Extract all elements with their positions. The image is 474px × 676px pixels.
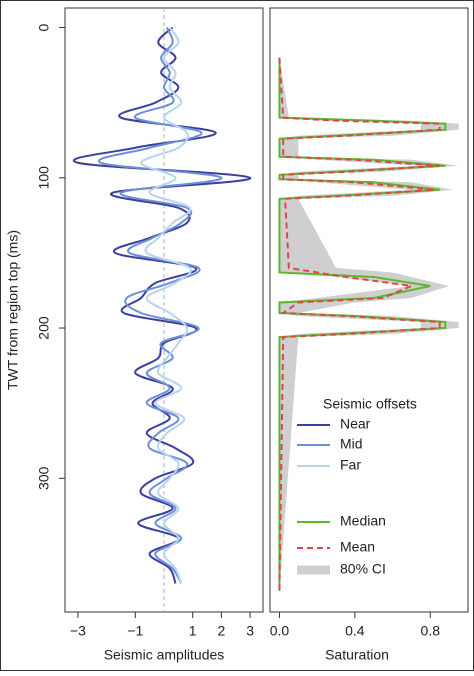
y-tick-label: 200 (36, 316, 52, 340)
legend-label: Mean (340, 539, 375, 555)
series-line (97, 27, 223, 584)
x-tick-label: 2 (217, 623, 225, 639)
legend-title: Seismic offsets (323, 396, 417, 412)
panel-right (269, 7, 469, 613)
x-tick-label: −1 (127, 623, 143, 639)
y-tick-label: 0 (36, 23, 52, 31)
x-tick-label: 1 (189, 623, 197, 639)
series-line (278, 57, 441, 591)
x-tick-label: 0.4 (345, 623, 365, 639)
x-tick-label: 3 (246, 623, 254, 639)
legend-label: 80% CI (340, 561, 386, 577)
y-tick-label: 300 (36, 466, 52, 490)
y-tick-label: 100 (36, 166, 52, 190)
legend-label: Near (340, 416, 371, 432)
x-tick-label: −3 (70, 623, 86, 639)
legend-label: Mid (340, 436, 363, 452)
x-axis-label: Seismic amplitudes (104, 647, 225, 663)
y-axis-label: TWT from region top (ms) (5, 230, 21, 390)
series-line (140, 26, 192, 584)
legend-label: Far (340, 457, 361, 473)
x-tick-label: 0.8 (421, 623, 441, 639)
legend-label: Median (340, 513, 386, 529)
x-tick-label: 0.0 (270, 623, 290, 639)
x-axis-label: Saturation (325, 647, 389, 663)
